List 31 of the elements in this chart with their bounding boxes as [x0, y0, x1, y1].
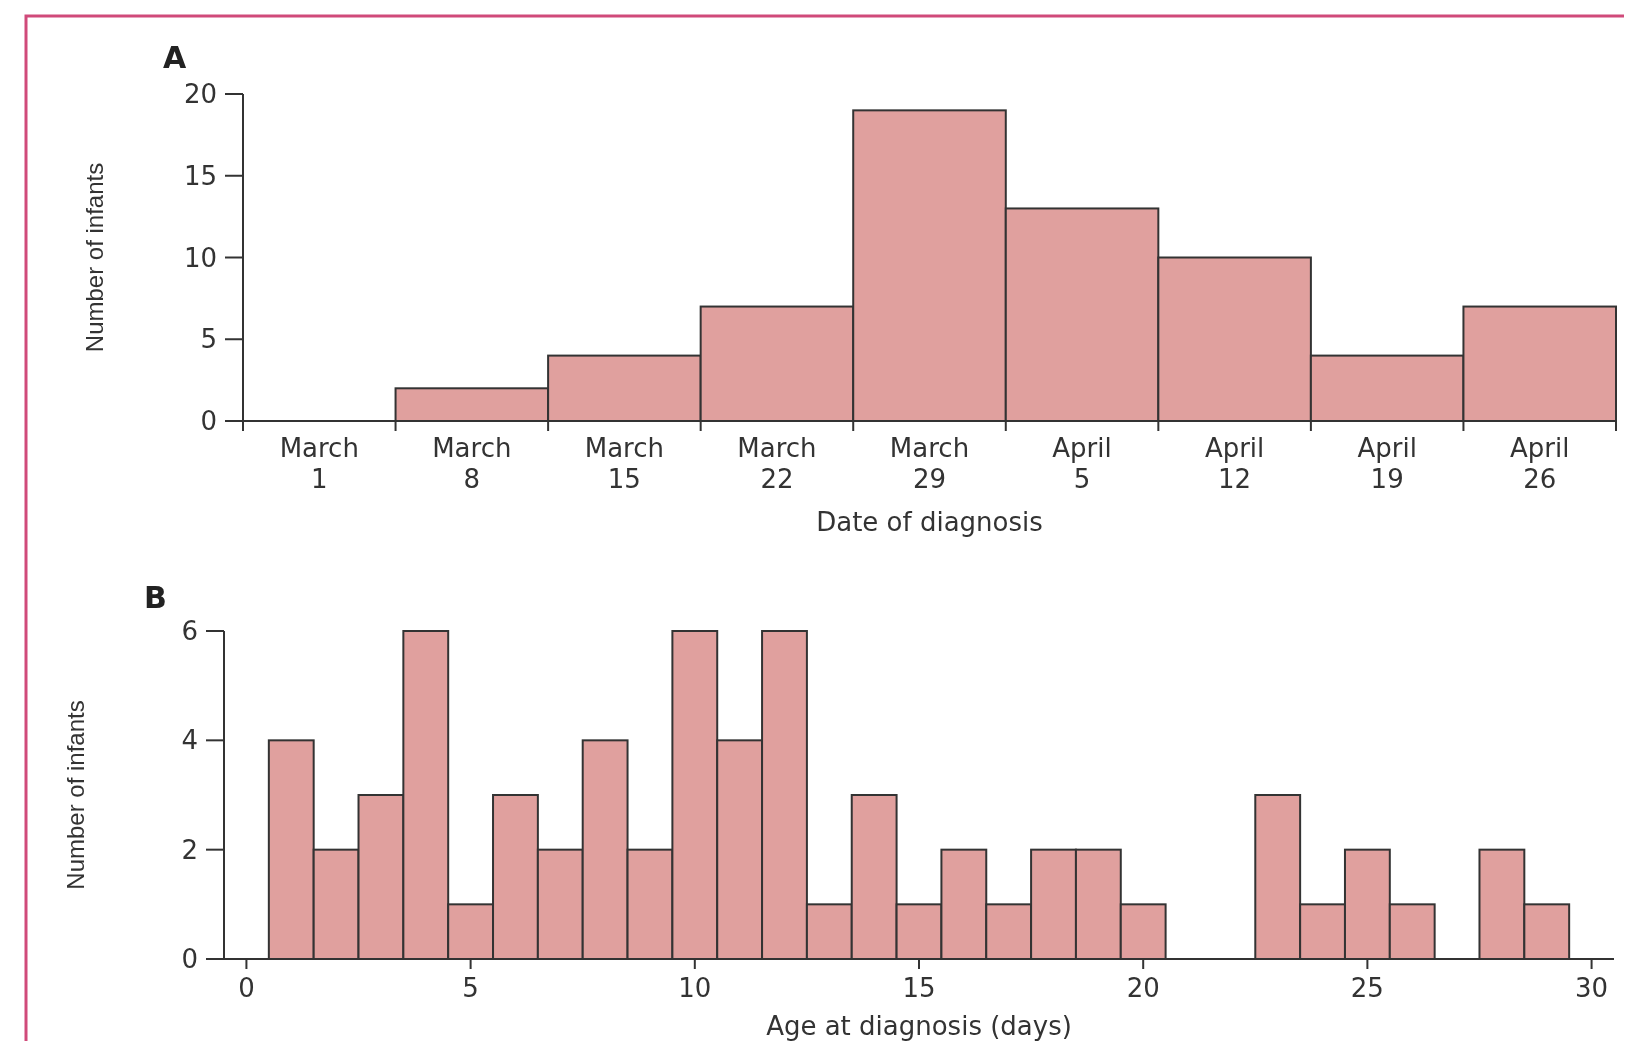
x-tick-label: April 19	[1357, 433, 1417, 494]
chart-title: B	[144, 580, 167, 615]
y-tick-label: 2	[181, 834, 198, 865]
x-tick-label: 10	[678, 973, 712, 1003]
y-tick-label: 5	[200, 324, 217, 355]
x-tick-label: April 12	[1204, 433, 1265, 494]
x-tick-label: 30	[1575, 973, 1609, 1003]
x-tick-label: April 5	[1052, 433, 1112, 494]
x-tick-label: March 1	[279, 433, 359, 494]
y-tick-label: 10	[183, 242, 217, 273]
y-tick-label: 4	[181, 725, 198, 756]
x-tick-label: 25	[1350, 973, 1384, 1003]
y-axis-title: Number of infants	[62, 700, 89, 890]
x-tick-label: March 8	[432, 433, 512, 494]
x-tick-label: 15	[902, 973, 936, 1003]
x-tick-label: March 29	[889, 433, 970, 494]
x-axis-title: Age at diagnosis (days)	[766, 1011, 1072, 1041]
chart-title: A	[163, 40, 187, 75]
y-tick-label: 20	[183, 79, 217, 110]
x-tick-label: 0	[238, 973, 255, 1003]
y-tick-label: 6	[181, 616, 198, 647]
x-axis-title: Date of diagnosis	[816, 507, 1043, 537]
y-axis-title: Number of infants	[81, 162, 108, 353]
y-tick-label: 15	[183, 160, 217, 191]
x-tick-label: 5	[462, 973, 479, 1003]
x-tick-label: 20	[1126, 973, 1160, 1003]
y-tick-label: 0	[200, 406, 217, 437]
x-tick-label: April 26	[1510, 433, 1570, 494]
x-tick-label: March 22	[737, 433, 817, 494]
y-tick-label: 0	[181, 944, 198, 975]
x-tick-label: March 15	[584, 433, 665, 494]
